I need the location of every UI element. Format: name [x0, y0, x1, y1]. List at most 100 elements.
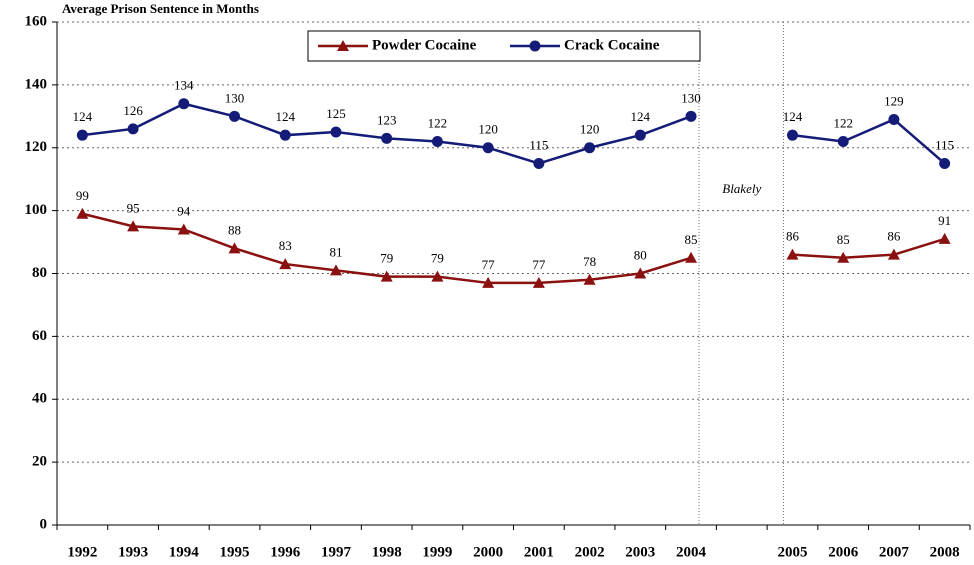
y-tick-label: 120 — [25, 139, 48, 155]
point — [532, 276, 545, 288]
legend-label: Powder Cocaine — [372, 37, 477, 53]
data-label: 94 — [177, 203, 191, 218]
y-tick-label: 100 — [25, 202, 48, 218]
data-label: 130 — [225, 90, 245, 105]
point — [431, 270, 444, 282]
x-tick-label: 2003 — [625, 544, 655, 560]
x-tick-label: 1996 — [270, 544, 301, 560]
point — [76, 129, 88, 141]
point — [279, 258, 292, 270]
data-label: 91 — [938, 213, 951, 228]
point — [685, 251, 698, 263]
data-label: 77 — [532, 257, 546, 272]
point — [482, 276, 495, 288]
legend-label: Crack Cocaine — [564, 37, 660, 53]
x-tick-label: 1994 — [169, 544, 200, 560]
data-label: 122 — [833, 115, 853, 130]
y-tick-label: 0 — [40, 516, 48, 532]
point — [229, 110, 241, 122]
point — [127, 123, 139, 135]
data-label: 99 — [76, 188, 89, 203]
point — [685, 110, 697, 122]
data-label: 124 — [73, 109, 93, 124]
series-line — [82, 102, 946, 165]
data-label: 77 — [482, 257, 496, 272]
y-tick-label: 140 — [25, 76, 48, 92]
data-label: 120 — [478, 122, 498, 137]
y-tick-label: 20 — [32, 454, 47, 470]
point — [431, 135, 443, 147]
x-tick-label: 1995 — [220, 544, 250, 560]
legend-marker — [529, 40, 541, 52]
point — [482, 142, 494, 154]
data-label: 115 — [529, 137, 548, 152]
point — [177, 223, 190, 235]
y-axis-label: Average Prison Sentence in Months — [62, 1, 259, 16]
data-label: 115 — [935, 137, 954, 152]
point — [279, 129, 291, 141]
point — [329, 264, 342, 276]
x-tick-label: 2001 — [524, 544, 554, 560]
data-label: 80 — [634, 247, 647, 262]
y-tick-label: 80 — [32, 265, 47, 281]
data-label: 86 — [887, 229, 901, 244]
x-tick-label: 1997 — [321, 544, 352, 560]
x-tick-label: 2008 — [930, 544, 960, 560]
y-tick-label: 40 — [32, 391, 47, 407]
data-label: 126 — [123, 103, 143, 118]
data-label: 120 — [580, 122, 600, 137]
point — [837, 251, 850, 263]
x-tick-label: 1998 — [372, 544, 402, 560]
point — [380, 270, 393, 282]
y-tick-label: 60 — [32, 328, 47, 344]
x-tick-label: 1993 — [118, 544, 148, 560]
point — [76, 207, 89, 219]
point — [381, 132, 393, 144]
data-label: 88 — [228, 222, 241, 237]
point — [533, 157, 545, 169]
data-label: 124 — [631, 109, 651, 124]
x-tick-label: 2002 — [575, 544, 605, 560]
data-label: 129 — [884, 93, 904, 108]
data-label: 123 — [377, 112, 397, 127]
data-label: 78 — [583, 254, 596, 269]
series-line — [82, 212, 946, 285]
legend-marker — [337, 40, 349, 51]
data-label: 79 — [380, 251, 393, 266]
data-label: 85 — [685, 232, 698, 247]
point — [887, 248, 900, 260]
data-label: 124 — [783, 109, 803, 124]
point — [939, 157, 951, 169]
data-label: 81 — [329, 244, 342, 259]
data-label: 85 — [837, 232, 850, 247]
x-tick-label: 2000 — [473, 544, 503, 560]
data-label: 95 — [127, 200, 140, 215]
point — [888, 113, 900, 125]
annotation: Blakely — [722, 181, 761, 196]
x-tick-label: 1999 — [422, 544, 452, 560]
point — [938, 232, 951, 244]
point — [178, 98, 190, 110]
x-tick-label: 2005 — [777, 544, 807, 560]
data-label: 83 — [279, 238, 292, 253]
point — [584, 142, 596, 154]
data-label: 130 — [681, 90, 701, 105]
x-tick-label: 2006 — [828, 544, 859, 560]
data-label: 122 — [428, 115, 448, 130]
point — [786, 248, 799, 260]
x-tick-label: 2004 — [676, 544, 707, 560]
x-tick-label: 1992 — [67, 544, 97, 560]
y-tick-label: 160 — [25, 13, 48, 29]
data-label: 79 — [431, 251, 444, 266]
data-label: 124 — [276, 109, 296, 124]
data-label: 134 — [174, 78, 194, 93]
point — [634, 129, 646, 141]
point — [634, 267, 647, 279]
point — [330, 126, 342, 138]
legend-box — [307, 30, 701, 62]
x-tick-label: 2007 — [879, 544, 910, 560]
data-label: 125 — [326, 106, 346, 121]
legend: Powder Cocaine Crack Cocaine — [307, 30, 701, 62]
point — [837, 135, 849, 147]
